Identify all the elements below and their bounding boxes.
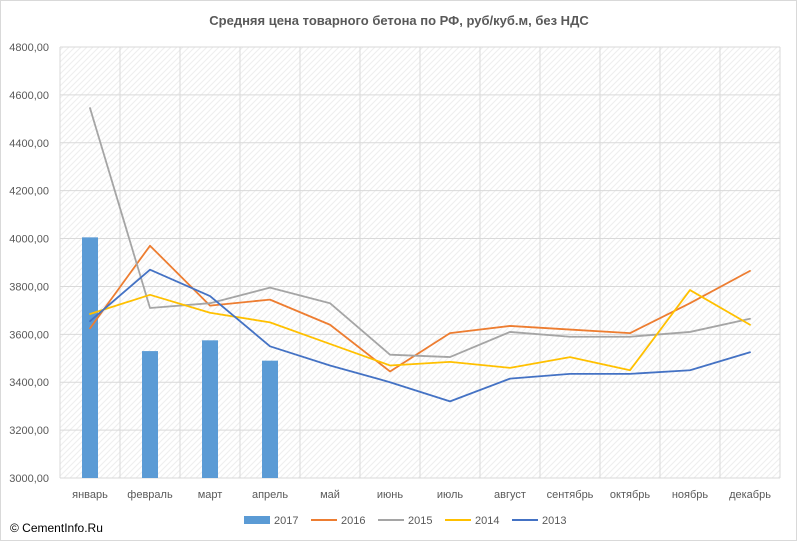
bar-2017 <box>202 340 218 478</box>
x-tick-label: ноябрь <box>672 489 709 501</box>
y-tick-label: 3000,00 <box>9 473 49 485</box>
series-line-2015 <box>89 107 751 358</box>
x-tick-label: декабрь <box>729 489 771 501</box>
y-tick-label: 4400,00 <box>9 138 49 150</box>
y-tick-label: 4600,00 <box>9 90 49 102</box>
series-line-2016 <box>89 244 751 373</box>
x-tick-label: апрель <box>252 489 288 501</box>
line-series <box>89 107 751 403</box>
bar-series <box>82 237 278 478</box>
x-tick-label: октябрь <box>610 489 650 501</box>
x-tick-label: июль <box>437 489 464 501</box>
x-tick-label: январь <box>72 489 108 501</box>
x-tick-label: май <box>320 489 340 501</box>
legend: 2017 2016 2015 2014 2013 <box>244 515 566 527</box>
x-tick-label: сентябрь <box>547 489 594 501</box>
series-line-2014 <box>89 289 751 372</box>
copyright-text: © CementInfo.Ru <box>10 521 103 535</box>
legend-label-2015: 2015 <box>408 515 432 527</box>
y-tick-label: 3400,00 <box>9 377 49 389</box>
x-tick-label: август <box>494 489 526 501</box>
bar-2017 <box>82 237 98 478</box>
chart-title: Средняя цена товарного бетона по РФ, руб… <box>209 13 589 28</box>
legend-label-2013: 2013 <box>542 515 566 527</box>
legend-swatch-2017 <box>244 516 270 524</box>
y-tick-label: 4000,00 <box>9 234 49 246</box>
bar-2017 <box>262 360 278 478</box>
legend-label-2014: 2014 <box>475 515 499 527</box>
y-tick-label: 3600,00 <box>9 329 49 341</box>
x-tick-label: февраль <box>127 489 173 501</box>
y-tick-label: 3800,00 <box>9 281 49 293</box>
y-axis-ticks: 3000,00 3200,00 3400,00 3600,00 3800,00 4000,… <box>9 42 49 485</box>
y-tick-label: 4800,00 <box>9 42 49 54</box>
bar-2017 <box>142 351 158 478</box>
series-line-2013 <box>89 268 751 403</box>
y-tick-label: 4200,00 <box>9 186 49 198</box>
x-tick-label: март <box>198 489 223 501</box>
legend-label-2016: 2016 <box>341 515 365 527</box>
legend-label-2017: 2017 <box>274 515 298 527</box>
x-tick-label: июнь <box>377 489 403 501</box>
x-axis-ticks: январь февраль март апрель май июнь июль август… <box>72 489 771 501</box>
y-tick-label: 3200,00 <box>9 425 49 437</box>
grid-lines <box>59 46 781 479</box>
